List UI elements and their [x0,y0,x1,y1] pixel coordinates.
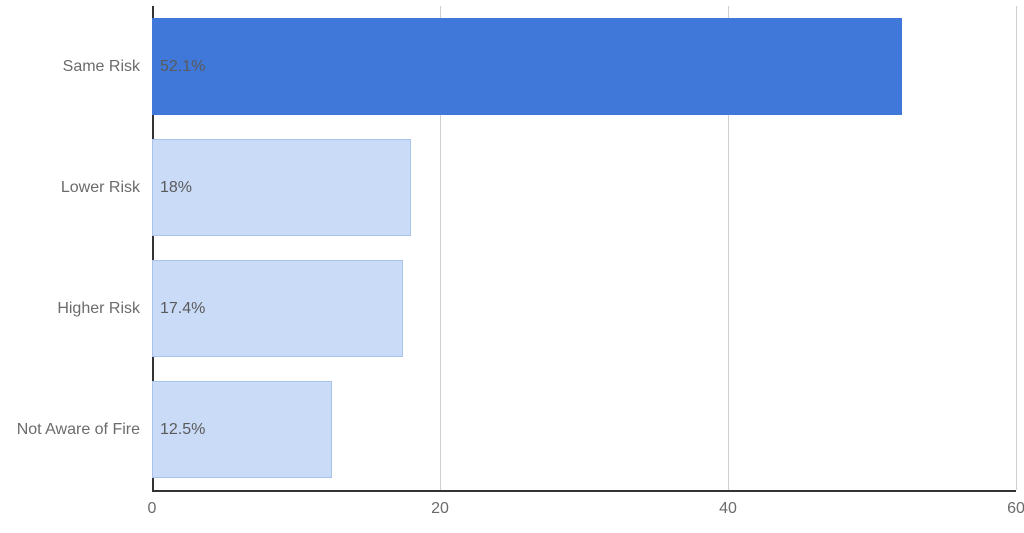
gridline [1016,6,1017,490]
x-tick-label: 40 [698,500,758,518]
y-tick-label: Same Risk [0,58,140,76]
y-tick-label: Higher Risk [0,300,140,318]
y-tick-label: Not Aware of Fire [0,421,140,439]
x-tick-label: 20 [410,500,470,518]
bar-value-label: 12.5% [160,421,205,439]
x-tick-label: 60 [986,500,1024,518]
bar-value-label: 18% [160,179,192,197]
x-tick-label: 0 [122,500,182,518]
bar-value-label: 17.4% [160,300,205,318]
bar-value-label: 52.1% [160,58,205,76]
x-axis-line [152,490,1016,492]
y-tick-label: Lower Risk [0,179,140,197]
bar [152,18,902,115]
risk-bar-chart: 0 20 40 60 52.1% Same Risk 18% Lower Risk 17.4% H… [0,0,1024,533]
plot-area: 020406052.1%Same Risk18%Lower Risk17.4%H… [152,6,1016,490]
